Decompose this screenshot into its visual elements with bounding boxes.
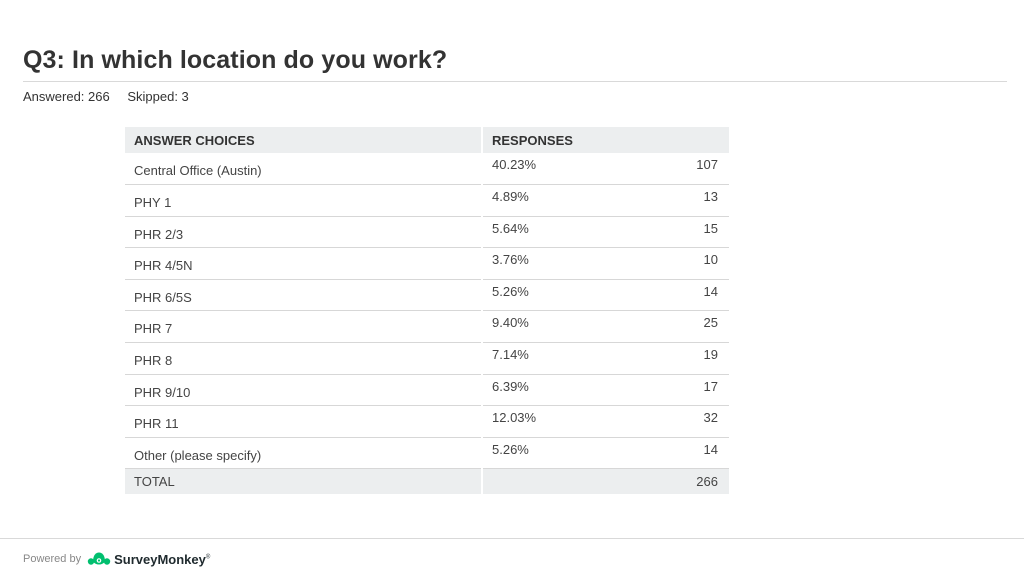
footer-divider xyxy=(0,538,1024,539)
page-title: Q3: In which location do you work? xyxy=(23,46,448,74)
table-row: PHR 6/5S 5.26% 14 xyxy=(125,279,729,312)
answer-choice-label: PHR 2/3 xyxy=(125,216,482,249)
response-count: 19 xyxy=(703,347,718,363)
brand-name: SurveyMonkey® xyxy=(114,551,211,567)
table-row: PHR 11 12.03% 32 xyxy=(125,405,729,438)
response-count: 10 xyxy=(703,252,718,268)
response-cell: 5.64% 15 xyxy=(481,216,729,249)
response-count: 14 xyxy=(703,283,718,299)
response-percent: 5.26% xyxy=(492,441,529,457)
response-percent: 3.76% xyxy=(492,252,529,268)
response-count: 107 xyxy=(696,157,718,172)
response-cell: 12.03% 32 xyxy=(481,405,729,438)
response-percent: 40.23% xyxy=(492,157,537,172)
response-cell: 6.39% 17 xyxy=(481,374,729,407)
answer-choice-label: Other (please specify) xyxy=(125,437,482,470)
answer-choice-label: PHR 7 xyxy=(125,310,482,344)
response-percent: 6.39% xyxy=(492,378,529,394)
table-row: Central Office (Austin) 40.23% 107 xyxy=(125,153,729,186)
response-count: 17 xyxy=(703,378,718,394)
surveymonkey-logo-icon xyxy=(87,552,111,565)
response-percent: 5.64% xyxy=(492,220,529,236)
response-cell: 40.23% 107 xyxy=(481,153,729,186)
response-percent: 4.89% xyxy=(492,189,529,205)
response-cell: 5.26% 14 xyxy=(481,437,729,470)
answer-choice-label: PHR 4/5N xyxy=(125,247,482,280)
answer-choice-label: PHY 1 xyxy=(125,184,482,217)
answer-choice-label: PHR 9/10 xyxy=(125,374,482,407)
response-percent: 7.14% xyxy=(492,347,529,363)
response-count: 13 xyxy=(703,189,718,205)
response-count: 25 xyxy=(703,315,718,331)
response-count: 14 xyxy=(703,441,718,457)
header-answer-choices: ANSWER CHOICES xyxy=(125,127,482,153)
answer-choice-label: PHR 11 xyxy=(125,405,482,438)
table-row: PHR 9/10 6.39% 17 xyxy=(125,374,729,407)
title-divider xyxy=(23,81,1007,82)
total-label: TOTAL xyxy=(125,468,482,494)
footer: Powered by SurveyMonkey® xyxy=(23,549,210,569)
table-header-row: ANSWER CHOICES RESPONSES xyxy=(125,127,729,153)
total-value: 266 xyxy=(481,468,729,494)
response-percent: 9.40% xyxy=(492,315,529,331)
answer-choice-label: PHR 8 xyxy=(125,342,482,375)
table-row: PHR 7 9.40% 25 xyxy=(125,310,729,344)
powered-by-label: Powered by xyxy=(23,553,82,565)
table-row: PHR 4/5N 3.76% 10 xyxy=(125,247,729,280)
response-cell: 4.89% 13 xyxy=(481,184,729,217)
total-row: TOTAL 266 xyxy=(125,468,729,494)
brand-logo: SurveyMonkey® xyxy=(87,551,210,567)
results-table: ANSWER CHOICES RESPONSES Central Office … xyxy=(125,127,729,494)
response-cell: 7.14% 19 xyxy=(481,342,729,375)
response-cell: 9.40% 25 xyxy=(481,310,729,344)
table-row: PHR 8 7.14% 19 xyxy=(125,342,729,375)
header-responses: RESPONSES xyxy=(481,127,729,153)
answer-choice-label: PHR 6/5S xyxy=(125,279,482,312)
table-row: PHR 2/3 5.64% 15 xyxy=(125,216,729,249)
table-row: PHY 1 4.89% 13 xyxy=(125,184,729,217)
skipped-count: Skipped: 3 xyxy=(127,89,189,104)
response-count: 32 xyxy=(703,410,718,426)
table-row: Other (please specify) 5.26% 14 xyxy=(125,437,729,470)
response-cell: 3.76% 10 xyxy=(481,247,729,280)
answer-choice-label: Central Office (Austin) xyxy=(125,153,482,186)
response-stats: Answered: 266 Skipped: 3 xyxy=(23,89,203,104)
results-table-container: ANSWER CHOICES RESPONSES Central Office … xyxy=(125,127,729,494)
answered-count: Answered: 266 xyxy=(23,89,110,104)
response-count: 15 xyxy=(703,220,718,236)
response-percent: 12.03% xyxy=(492,410,537,426)
response-cell: 5.26% 14 xyxy=(481,279,729,312)
response-percent: 5.26% xyxy=(492,283,529,299)
